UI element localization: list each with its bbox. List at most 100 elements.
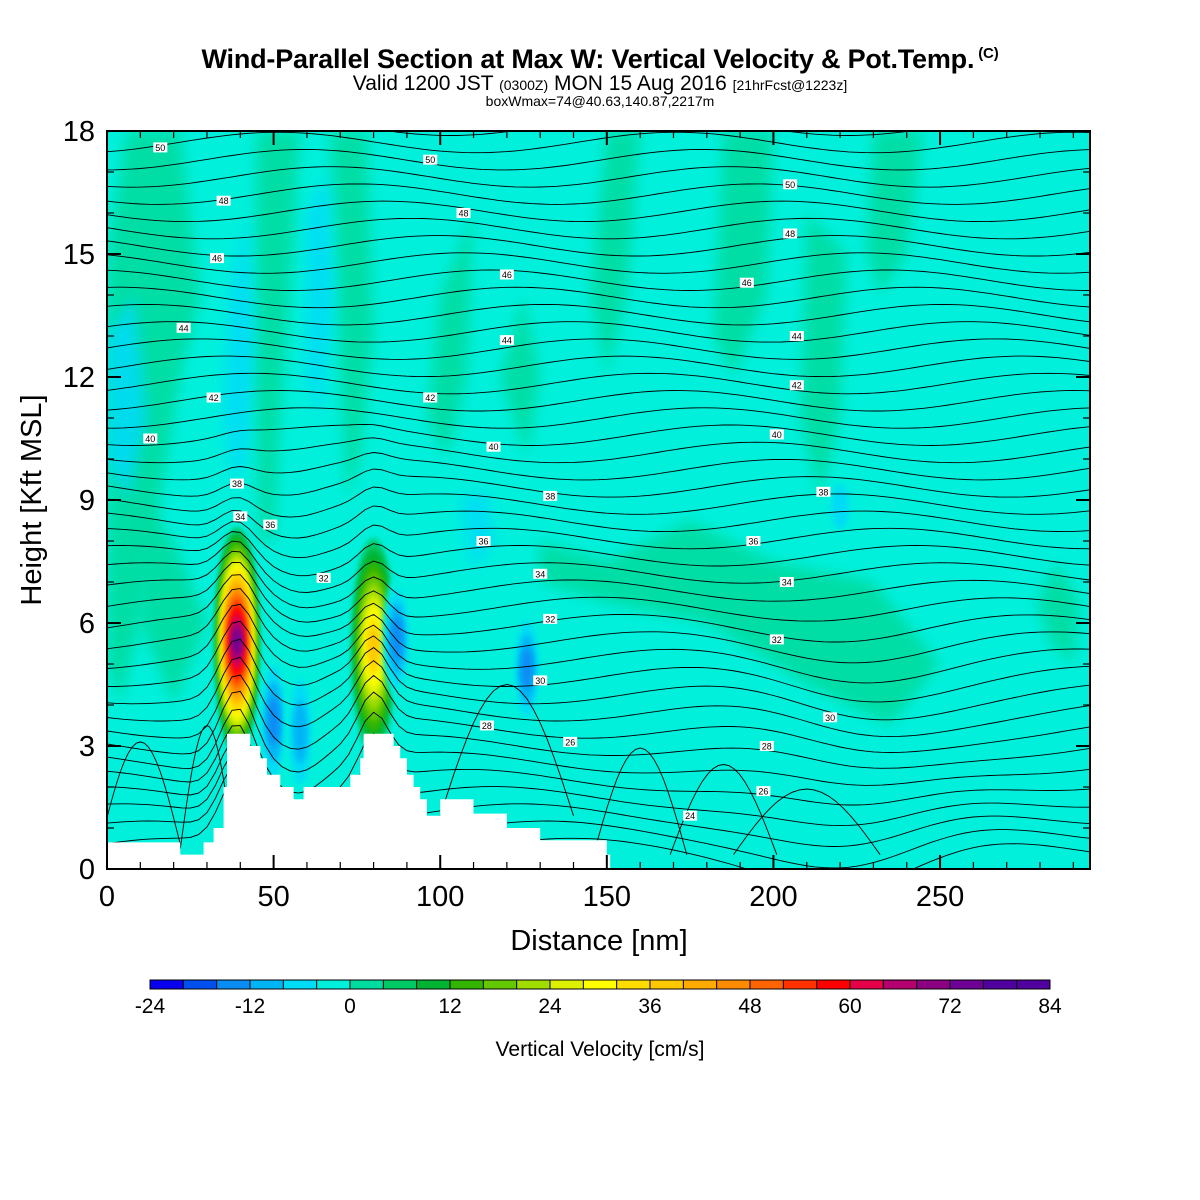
utc-time: (0300Z) — [499, 77, 549, 93]
weak-updraft-region — [253, 131, 301, 541]
contour-label: 40 — [143, 433, 158, 444]
isentrope-line — [107, 452, 1090, 481]
contour-label-text: 42 — [425, 393, 435, 403]
isentrope-line — [107, 550, 1090, 609]
contour-label-text: 44 — [502, 336, 512, 346]
contour-label: 30 — [533, 675, 548, 686]
isentrope-arc — [593, 747, 688, 855]
contour-label: 42 — [789, 380, 804, 391]
contour-label-text: 34 — [535, 569, 545, 579]
weak-updraft-region — [500, 295, 541, 459]
contour-label: 24 — [683, 810, 698, 821]
contour-label: 34 — [779, 577, 794, 588]
colorbar-tick-label: 84 — [1038, 995, 1062, 1018]
isentrope-line — [107, 521, 1090, 559]
colorbar: -24 -12 0 12 24 36 48 60 72 84 — [135, 979, 1062, 1018]
colorbar-swatch — [150, 980, 184, 989]
isentrope-line — [107, 131, 1090, 154]
colorbar-swatch — [350, 980, 384, 989]
forecast-info: [21hrFcst@1223z] — [732, 77, 848, 93]
isentrope-line — [107, 286, 1090, 309]
contour-label: 46 — [739, 277, 754, 288]
contour-label: 26 — [563, 736, 578, 747]
contour-label-text: 50 — [785, 180, 795, 190]
weak-updraft-region — [330, 131, 374, 500]
contour-label-text: 46 — [212, 254, 222, 264]
isentrope-line — [107, 423, 1090, 446]
contour-label-text: 48 — [785, 229, 795, 239]
weak-updraft-region — [426, 213, 474, 459]
contour-label: 32 — [769, 634, 784, 645]
x-tick-label: 200 — [749, 881, 797, 913]
contour-label: 36 — [263, 519, 278, 530]
isentrope-line — [107, 531, 1090, 577]
colorbar-tick-label: 12 — [438, 995, 461, 1018]
contour-label: 46 — [210, 253, 224, 264]
isentrope-arc — [107, 741, 181, 845]
y-tick-label: 3 — [79, 731, 95, 763]
contour-label-text: 26 — [758, 787, 768, 797]
updraft-core — [368, 629, 379, 665]
colorbar-swatch — [416, 980, 451, 989]
isentrope-line — [107, 355, 1090, 378]
colorbar-swatch — [250, 980, 284, 989]
isentrope-line — [107, 638, 1090, 721]
isentrope-line — [107, 200, 1090, 223]
contour-label: 36 — [746, 536, 761, 547]
y-tick-label: 18 — [63, 116, 95, 148]
isentrope-line — [107, 603, 1090, 684]
contour-label: 30 — [823, 712, 838, 723]
contour-label: 48 — [783, 228, 798, 239]
contour-label: 28 — [759, 741, 774, 752]
contour-label: 32 — [543, 613, 558, 624]
colorbar-swatch — [650, 980, 684, 989]
isentrope-line — [107, 372, 1090, 395]
colorbar-swatch — [916, 980, 951, 989]
contour-label: 34 — [533, 568, 548, 579]
colorbar-swatch — [583, 980, 618, 989]
y-tick-label: 12 — [63, 362, 95, 394]
contour-label: 38 — [230, 478, 244, 489]
isentrope-line — [107, 486, 1090, 518]
x-tick-label: 100 — [416, 881, 464, 913]
isentrope-line — [107, 217, 1090, 240]
contour-label-text: 26 — [565, 737, 575, 747]
chart-subtitle: Valid 1200 JST (0300Z) MON 15 Aug 2016 [… — [0, 72, 1200, 96]
contour-label-text: 40 — [145, 434, 155, 444]
colorbar-swatch — [783, 980, 818, 989]
contour-label: 48 — [456, 208, 471, 219]
y-tick-label: 15 — [63, 239, 95, 271]
contour-label: 32 — [316, 572, 331, 583]
isentrope-line — [107, 321, 1090, 343]
isentrope-line — [107, 674, 1090, 753]
contour-label-text: 48 — [219, 196, 229, 206]
contour-label: 44 — [499, 335, 514, 346]
downdraft-core — [267, 697, 280, 746]
x-axis-label: Distance [nm] — [510, 925, 687, 957]
chart-title: Wind-Parallel Section at Max W: Vertical… — [201, 44, 999, 74]
contour-label-text: 32 — [545, 614, 555, 624]
contour-label-text: 38 — [232, 479, 242, 489]
contour-label: 36 — [476, 536, 491, 547]
contour-label-text: 34 — [235, 512, 245, 522]
colorbar-swatch — [216, 980, 251, 989]
weak-updraft-region — [107, 131, 201, 705]
contour-label-text: 44 — [792, 332, 802, 342]
contour-label: 28 — [479, 720, 494, 731]
contour-label-text: 38 — [545, 491, 555, 501]
colorbar-tick-label: 48 — [738, 995, 761, 1018]
isentrope-line — [107, 149, 1090, 171]
potential-temperature-contours — [107, 131, 1090, 869]
contour-label-text: 42 — [209, 393, 219, 403]
isentrope-line — [107, 269, 1090, 291]
isentrope-arc — [733, 788, 881, 855]
contour-label-text: 36 — [748, 537, 758, 547]
contour-label: 44 — [789, 331, 804, 342]
contour-label-text: 32 — [319, 573, 329, 583]
contour-label: 46 — [499, 269, 514, 280]
isentrope-line — [107, 574, 1090, 643]
colorbar-tick-label: -24 — [135, 995, 166, 1018]
colorbar-tick-label: -12 — [235, 995, 265, 1018]
isentrope-line — [107, 620, 1090, 703]
